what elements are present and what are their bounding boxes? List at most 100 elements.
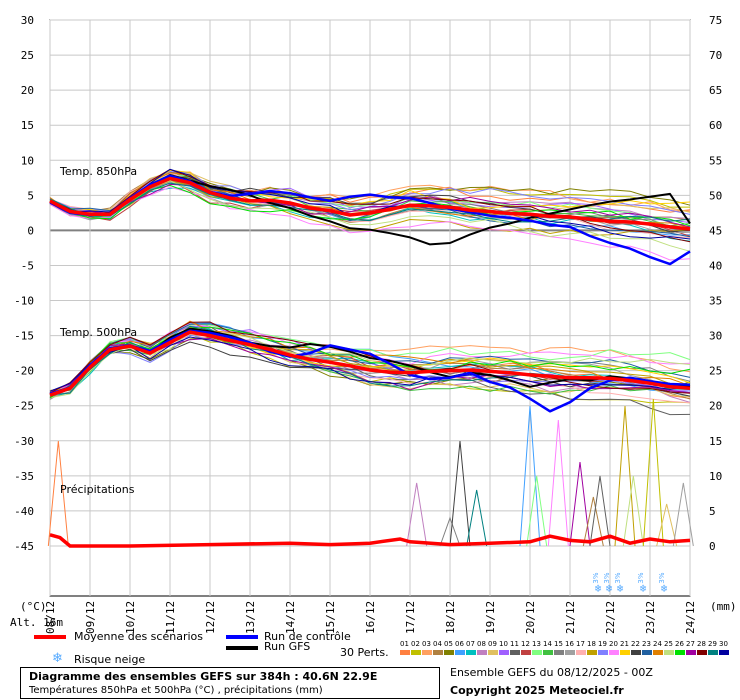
perturbation-swatch <box>719 650 729 655</box>
perturbation-number: 25 <box>664 640 673 648</box>
perturbation-swatch <box>510 650 520 655</box>
x-tick-label: 08/12 <box>44 601 57 634</box>
x-tick-label: 13/12 <box>244 601 257 634</box>
precip-member-spike <box>406 482 428 547</box>
legend-mean-label: Moyenne des scénarios <box>74 630 203 643</box>
x-tick-label: 24/12 <box>684 601 697 634</box>
mean-line-precip <box>49 533 691 548</box>
right-tick-label: 55 <box>709 154 722 167</box>
precip-member-spike <box>622 475 644 547</box>
left-tick-label: -30 <box>14 435 34 448</box>
perturbation-swatch <box>576 650 586 655</box>
right-tick-label: 75 <box>709 14 722 27</box>
member-line-t850 <box>49 183 691 228</box>
panel-label-precip: Précipitations <box>60 483 135 496</box>
perturbation-number: 12 <box>521 640 530 648</box>
x-tick-label: 15/12 <box>324 601 337 634</box>
control-line-t500 <box>49 329 691 413</box>
x-tick-label: 23/12 <box>644 601 657 634</box>
panel-label-t500: Temp. 500hPa <box>59 326 137 339</box>
member-line-t500 <box>49 323 691 398</box>
right-tick-label: 5 <box>709 505 716 518</box>
mean-line-t850 <box>49 176 691 231</box>
precip-member-spike <box>526 475 548 547</box>
perturbation-number: 30 <box>719 640 728 648</box>
control-line-t850 <box>49 174 691 266</box>
right-tick-label: 70 <box>709 49 722 62</box>
precip-member-spike <box>642 398 664 547</box>
right-tick-label: 60 <box>709 119 722 132</box>
right-tick-label: 35 <box>709 295 722 308</box>
x-tick-label: 22/12 <box>604 601 617 634</box>
perturbation-swatch <box>543 650 553 655</box>
x-tick-label: 19/12 <box>484 601 497 634</box>
snow-risk-percent: 3% <box>637 572 645 583</box>
perturbation-swatch <box>521 650 531 655</box>
perturbation-number: 13 <box>532 640 541 648</box>
perturbation-number: 24 <box>653 640 662 648</box>
perturbation-number: 03 <box>422 640 431 648</box>
altitude-label: Alt. 16m <box>10 616 63 629</box>
perturbation-number: 14 <box>543 640 552 648</box>
perturbation-number: 21 <box>620 640 629 648</box>
left-tick-label: 15 <box>21 119 34 132</box>
x-tick-label: 16/12 <box>364 601 377 634</box>
left-tick-label: 25 <box>21 49 34 62</box>
snowflake-icon: ❄ <box>595 582 602 595</box>
precip-member-spike <box>519 405 541 547</box>
precip-member-spike <box>47 440 69 547</box>
chart-subtitle: Températures 850hPa et 500hPa (°C) , pré… <box>29 685 323 696</box>
left-tick-label: 0 <box>27 224 34 237</box>
perturbation-number: 04 <box>433 640 442 648</box>
left-tick-label: -45 <box>14 540 34 553</box>
left-tick-label: -40 <box>14 505 34 518</box>
perturbation-number: 26 <box>675 640 684 648</box>
right-tick-label: 20 <box>709 400 722 413</box>
left-tick-label: 20 <box>21 84 34 97</box>
perturbation-number: 01 <box>400 640 409 648</box>
x-tick-label: 10/12 <box>124 601 137 634</box>
x-tick-label: 18/12 <box>444 601 457 634</box>
right-tick-label: 30 <box>709 330 722 343</box>
x-tick-label: 21/12 <box>564 601 577 634</box>
perturbation-number: 20 <box>609 640 618 648</box>
snow-risk-percent: 3% <box>614 572 622 583</box>
left-axis-unit: (°C) <box>20 600 47 613</box>
precip-member-spike <box>614 405 636 547</box>
perturbation-number: 08 <box>477 640 486 648</box>
snowflake-icon: ❄ <box>640 582 647 595</box>
perturbation-number: 11 <box>510 640 519 648</box>
snowflake-icon: ❄ <box>52 651 63 666</box>
perturbation-number: 29 <box>708 640 717 648</box>
snowflake-icon: ❄ <box>606 582 613 595</box>
member-line-t500 <box>49 336 691 392</box>
member-line-t500 <box>49 336 691 392</box>
perturbation-swatch <box>653 650 663 655</box>
perturbation-swatch <box>499 650 509 655</box>
x-tick-label: 11/12 <box>164 601 177 634</box>
perturbation-swatch <box>444 650 454 655</box>
chart-title: Diagramme des ensembles GEFS sur 384h : … <box>29 670 378 683</box>
right-tick-label: 40 <box>709 259 722 272</box>
legend-gfs-label: Run GFS <box>264 640 311 653</box>
perturbation-number: 07 <box>466 640 475 648</box>
perturbation-swatch <box>675 650 685 655</box>
member-line-t850 <box>49 168 691 243</box>
perturbation-number: 05 <box>444 640 453 648</box>
left-tick-label: -25 <box>14 400 34 413</box>
left-tick-label: 5 <box>27 189 34 202</box>
precip-member-spike <box>672 482 694 547</box>
left-tick-label: 10 <box>21 154 34 167</box>
snow-risk-percent: 3% <box>603 572 611 583</box>
x-tick-label: 17/12 <box>404 601 417 634</box>
perturbation-number: 06 <box>455 640 464 648</box>
precip-member-spike <box>582 496 604 547</box>
perturbation-number: 22 <box>631 640 640 648</box>
precip-member-spike <box>547 419 569 547</box>
perturbation-swatch <box>466 650 476 655</box>
left-tick-label: -35 <box>14 470 34 483</box>
right-tick-label: 0 <box>709 540 716 553</box>
x-tick-label: 12/12 <box>204 601 217 634</box>
